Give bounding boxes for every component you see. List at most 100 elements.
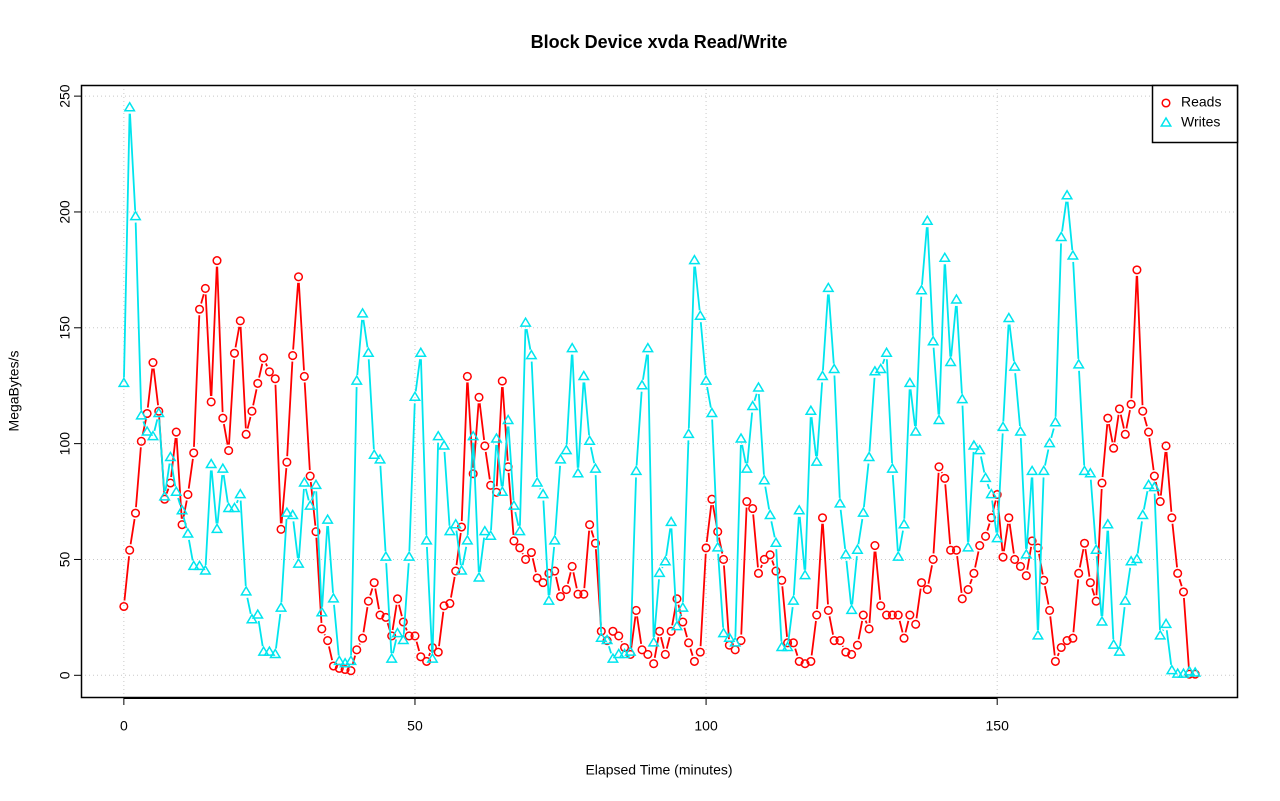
- data-point: [1113, 645, 1126, 656]
- data-point: [200, 283, 210, 293]
- data-point: [1010, 554, 1020, 565]
- data-point: [1068, 633, 1078, 643]
- data-point: [525, 349, 538, 360]
- data-point: [852, 640, 863, 650]
- data-point: [410, 631, 420, 641]
- data-point: [1171, 667, 1184, 678]
- data-point: [876, 601, 886, 611]
- data-point: [467, 430, 480, 441]
- data-point: [746, 400, 759, 411]
- data-point: [426, 652, 439, 663]
- data-point: [608, 626, 618, 636]
- data-point: [438, 439, 451, 450]
- data-point: [806, 656, 816, 666]
- data-point: [544, 568, 554, 578]
- data-point: [521, 554, 531, 565]
- data-point: [823, 605, 833, 615]
- data-point: [1074, 568, 1084, 578]
- data-point: [1167, 513, 1177, 523]
- y-tick-label: 250: [57, 84, 73, 108]
- data-point: [579, 589, 589, 599]
- data-point: [1085, 578, 1095, 588]
- data-point: [635, 379, 649, 390]
- data-point: [571, 467, 585, 478]
- data-point: [672, 594, 682, 604]
- data-point: [385, 652, 398, 663]
- data-point: [1097, 478, 1107, 488]
- data-point: [882, 610, 892, 620]
- data-point: [1132, 265, 1142, 275]
- data-point: [235, 316, 245, 326]
- data-point: [718, 554, 729, 565]
- data-point: [909, 425, 922, 436]
- data-point: [1126, 399, 1136, 409]
- data-point: [753, 568, 764, 578]
- data-point: [781, 641, 794, 652]
- data-point: [979, 471, 992, 483]
- data-point: [369, 578, 379, 588]
- data-point: [899, 633, 909, 643]
- data-point: [1154, 629, 1167, 640]
- data-point: [684, 638, 694, 648]
- data-point: [788, 638, 798, 648]
- data-point: [183, 490, 193, 500]
- data-point: [240, 585, 253, 596]
- x-axis-label: Elapsed Time (minutes): [585, 762, 732, 778]
- data-point: [921, 214, 934, 225]
- legend-marker: [1161, 98, 1171, 108]
- data-point: [309, 478, 323, 490]
- data-point: [1037, 464, 1050, 476]
- data-point: [740, 462, 753, 473]
- data-point: [835, 635, 845, 646]
- data-point: [927, 335, 940, 346]
- data-point: [641, 342, 654, 353]
- data-point: [1026, 464, 1039, 476]
- y-tick-label: 50: [57, 551, 73, 567]
- data-point: [135, 409, 148, 420]
- data-point: [595, 631, 608, 642]
- data-point: [643, 649, 653, 659]
- data-point: [880, 346, 893, 358]
- data-point: [1148, 481, 1161, 492]
- data-point: [443, 525, 456, 536]
- data-point: [496, 485, 509, 497]
- data-point: [1078, 464, 1091, 476]
- data-point: [1142, 478, 1155, 490]
- data-point: [420, 534, 433, 545]
- data-point: [991, 532, 1004, 543]
- data-point: [229, 348, 240, 358]
- data-point: [1165, 664, 1178, 675]
- y-tick-label: 150: [57, 316, 73, 340]
- data-point: [1084, 467, 1097, 478]
- data-point: [317, 624, 327, 634]
- data-point: [700, 374, 713, 385]
- data-point: [589, 462, 602, 473]
- data-point: [659, 555, 672, 566]
- data-point: [548, 534, 561, 545]
- data-point: [224, 446, 234, 456]
- data-point: [911, 619, 921, 629]
- data-point: [176, 504, 189, 515]
- data-point: [212, 256, 222, 266]
- data-point: [1155, 496, 1165, 507]
- data-point: [996, 420, 1010, 432]
- data-point: [1090, 543, 1103, 554]
- data-point: [445, 598, 455, 609]
- data-point: [660, 649, 670, 659]
- data-point: [1031, 629, 1045, 640]
- data-point: [1136, 508, 1149, 520]
- data-point: [472, 571, 486, 582]
- data-point: [601, 634, 614, 645]
- data-point: [915, 284, 928, 295]
- data-point: [1008, 360, 1021, 371]
- data-point: [1055, 230, 1068, 242]
- data-point: [264, 367, 274, 377]
- data-point: [886, 462, 899, 473]
- data-point: [759, 554, 769, 565]
- data-point: [474, 392, 484, 402]
- data-point: [362, 346, 375, 358]
- data-point: [259, 353, 269, 363]
- data-point: [414, 346, 427, 358]
